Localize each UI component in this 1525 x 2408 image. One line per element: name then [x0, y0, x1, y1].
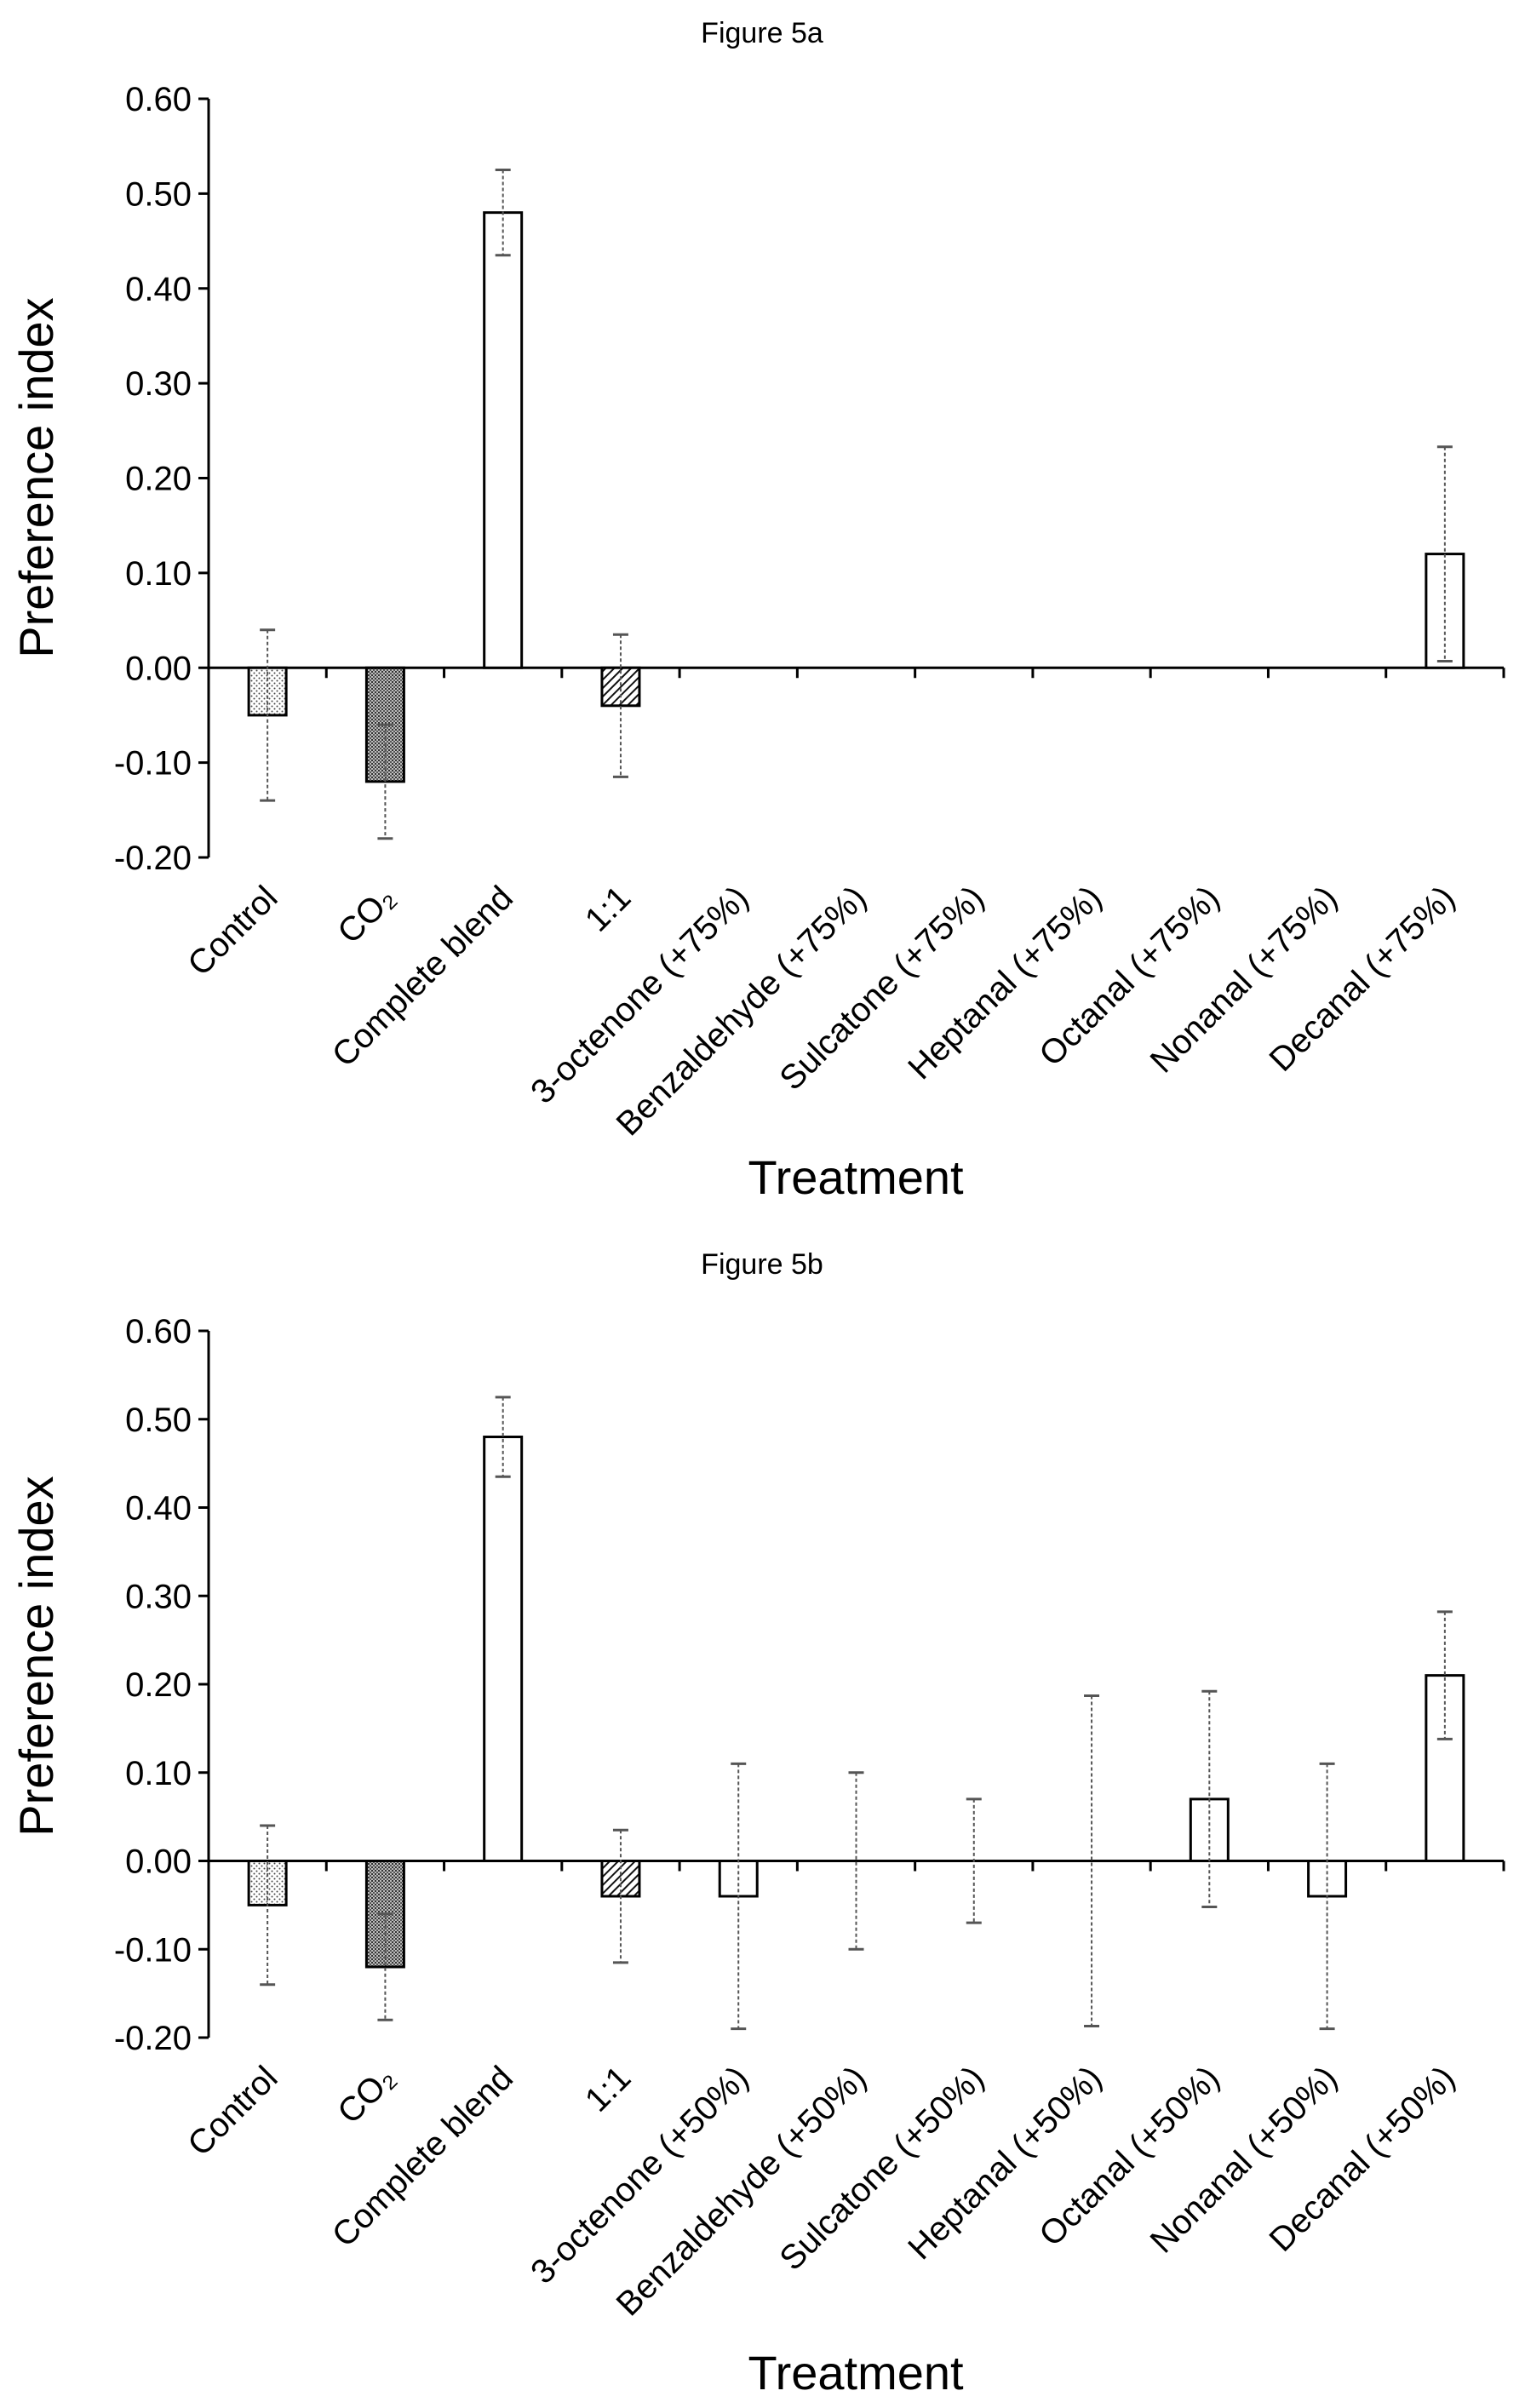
- y-tick-label: 0.30: [125, 1578, 192, 1615]
- x-category-label: 1:1: [578, 879, 638, 938]
- y-tick-label: 0.40: [125, 271, 192, 308]
- bars: [247, 169, 1465, 840]
- y-tick-label: 0.00: [125, 1843, 192, 1881]
- bar: [483, 211, 524, 669]
- y-axis-title: Preference index: [9, 297, 63, 657]
- y-tick-label: 0.60: [125, 1313, 192, 1350]
- x-category-label: CO₂: [330, 2059, 403, 2131]
- y-axis-ticks: 0.60 0.50 0.40 0.30 0.20 0.10 0.00 -0.10 -0.20: [114, 1313, 209, 2057]
- y-tick-label: -0.20: [114, 2020, 192, 2057]
- bar: [1425, 1674, 1465, 1862]
- x-category-label: 1:1: [578, 2059, 638, 2118]
- chart-title: Figure 5b: [701, 1248, 823, 1281]
- bars: [247, 1396, 1465, 2031]
- x-axis-title: Treatment: [748, 1150, 964, 1204]
- x-category-label: Heptanal (+50%): [901, 2059, 1109, 2267]
- x-category-label: CO₂: [330, 879, 403, 951]
- y-tick-label: 0.10: [125, 1755, 192, 1792]
- x-axis-title: Treatment: [748, 2346, 964, 2399]
- x-category-label: 3-octenone (+75%): [524, 879, 755, 1110]
- axes: [207, 1331, 1505, 2038]
- y-tick-label: 0.20: [125, 1666, 192, 1704]
- bar: [483, 1436, 524, 1862]
- y-tick-label: 0.50: [125, 1402, 192, 1439]
- x-category-label: Sulcatone (+75%): [772, 879, 991, 1098]
- y-axis-ticks: 0.60 0.50 0.40 0.30 0.20 0.10 0.00 -0.10 -0.20: [114, 81, 209, 877]
- y-tick-label: -0.20: [114, 840, 192, 877]
- chart-figure-5b: Figure 5b 0.60 0.50 0.40 0.30 0.20 0.10 0.00 -0…: [9, 1248, 1505, 2399]
- chart-title: Figure 5a: [701, 17, 823, 49]
- y-tick-label: 0.50: [125, 175, 192, 213]
- y-axis-title: Preference index: [9, 1476, 63, 1836]
- x-category-label: Sulcatone (+50%): [772, 2059, 991, 2278]
- axes: [207, 99, 1505, 857]
- y-tick-label: 0.30: [125, 365, 192, 403]
- y-tick-label: -0.10: [114, 1931, 192, 1969]
- y-tick-label: 0.00: [125, 650, 192, 687]
- y-tick-label: 0.60: [125, 81, 192, 118]
- x-category-label: Control: [181, 2059, 284, 2163]
- y-tick-label: 0.40: [125, 1490, 192, 1528]
- x-category-label: Control: [181, 879, 284, 983]
- x-category-label: Heptanal (+75%): [901, 879, 1109, 1086]
- x-category-label: 3-octenone (+50%): [524, 2059, 755, 2290]
- y-tick-label: 0.20: [125, 461, 192, 498]
- y-tick-label: -0.10: [114, 745, 192, 783]
- chart-figure-5a: Figure 5a 0.60 0.50 0.40 0.30 0.20 0.10 0.00 -0…: [9, 17, 1505, 1204]
- y-tick-label: 0.10: [125, 555, 192, 593]
